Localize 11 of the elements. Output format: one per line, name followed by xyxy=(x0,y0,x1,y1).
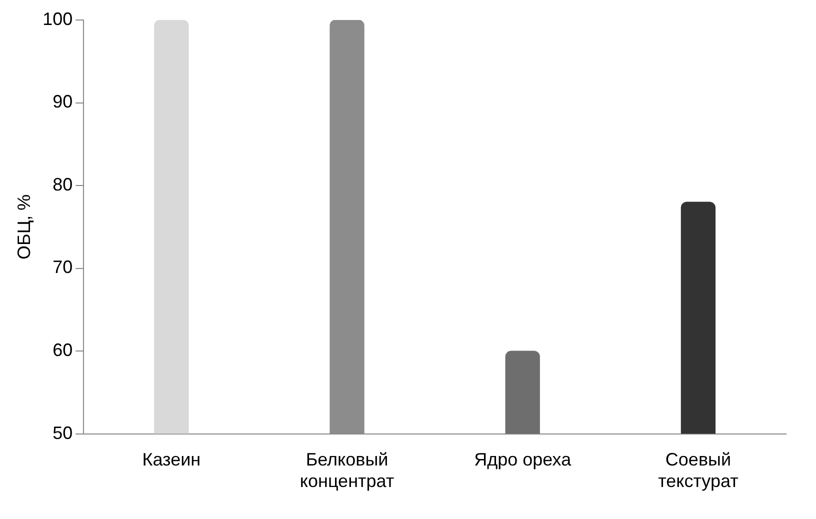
x-tick-label: Белковый концентрат xyxy=(300,450,394,492)
y-tick-label: 60 xyxy=(52,340,73,360)
y-tick-label: 100 xyxy=(42,8,73,29)
y-tick-label: 80 xyxy=(52,174,73,194)
x-tick-label: Соевый текстурат xyxy=(658,450,738,492)
x-tick-label: Казеин xyxy=(142,450,201,470)
y-tick-label: 90 xyxy=(52,92,73,112)
x-tick-label: Ядро ореха xyxy=(474,450,572,470)
y-axis-title: ОБЦ, % xyxy=(14,194,34,260)
y-tick-label: 70 xyxy=(52,257,73,278)
y-tick-label: 50 xyxy=(52,422,73,443)
